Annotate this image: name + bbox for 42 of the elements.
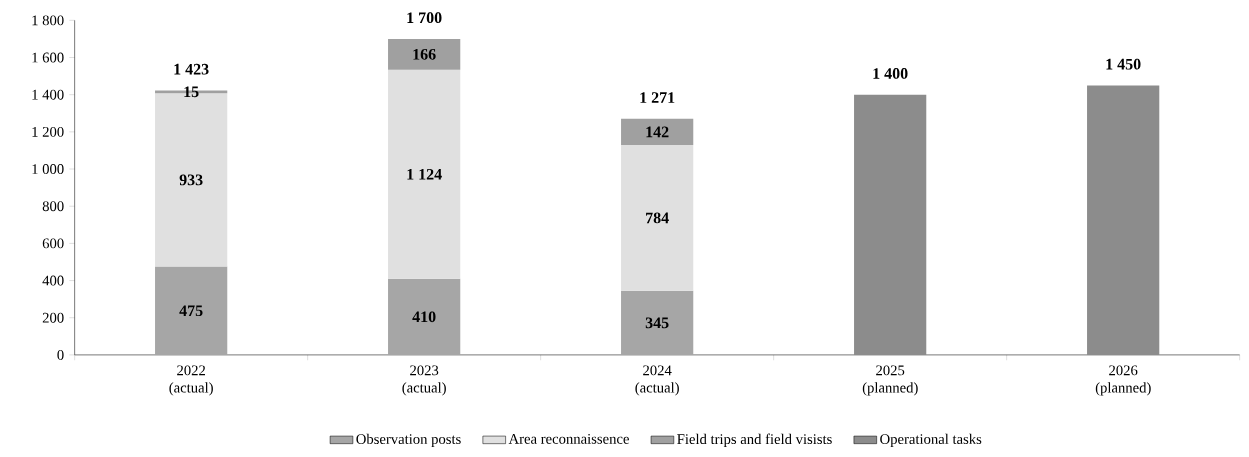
y-tick-label: 400 [42, 275, 64, 286]
data-label: 345 [645, 317, 669, 329]
data-label: 1 124 [407, 168, 442, 180]
bar [854, 94, 927, 355]
y-tick-label: 1 200 [32, 126, 64, 137]
data-label: 166 [413, 49, 436, 60]
x-tick-label: 2022 (actual) [169, 365, 213, 396]
bar [1087, 85, 1160, 355]
total-label: 1 400 [873, 68, 908, 79]
y-tick-label: 800 [42, 201, 64, 212]
bar [621, 145, 694, 291]
bar [155, 266, 228, 355]
y-tick-label: 1 000 [32, 164, 64, 175]
data-label: 410 [412, 311, 436, 323]
total-label: 1 700 [407, 12, 442, 24]
legend-label: Observation posts [356, 433, 461, 448]
data-label: 933 [179, 174, 203, 186]
bar [388, 278, 461, 355]
y-tick-label: 0 [57, 350, 64, 360]
bar [621, 290, 694, 355]
x-tick-label: 2025 (planned) [862, 365, 918, 396]
x-tick-label: 2024 (actual) [635, 365, 679, 396]
legend-label: Operational tasks [880, 433, 982, 448]
bar [388, 69, 461, 279]
x-tick-label: 2026 (planned) [1095, 365, 1151, 396]
bar [388, 38, 461, 70]
data-label: 475 [179, 305, 203, 317]
legend-label: Area reconnaissence [508, 434, 629, 444]
legend-label: Field trips and field visists [677, 433, 832, 448]
total-label: 1 423 [174, 63, 209, 75]
y-tick-label: 1 800 [32, 15, 64, 26]
y-tick-label: 1 600 [32, 52, 64, 63]
data-label: 142 [646, 126, 669, 138]
y-tick-label: 200 [42, 312, 64, 323]
bar [621, 118, 694, 146]
total-label: 1 271 [640, 92, 675, 103]
data-label: 15 [184, 86, 199, 98]
y-tick-label: 1 400 [32, 89, 64, 100]
data-label: 784 [646, 212, 669, 224]
total-label: 1 450 [1106, 58, 1141, 70]
x-tick-label: 2023 (actual) [402, 365, 446, 396]
y-tick-label: 600 [42, 238, 64, 249]
